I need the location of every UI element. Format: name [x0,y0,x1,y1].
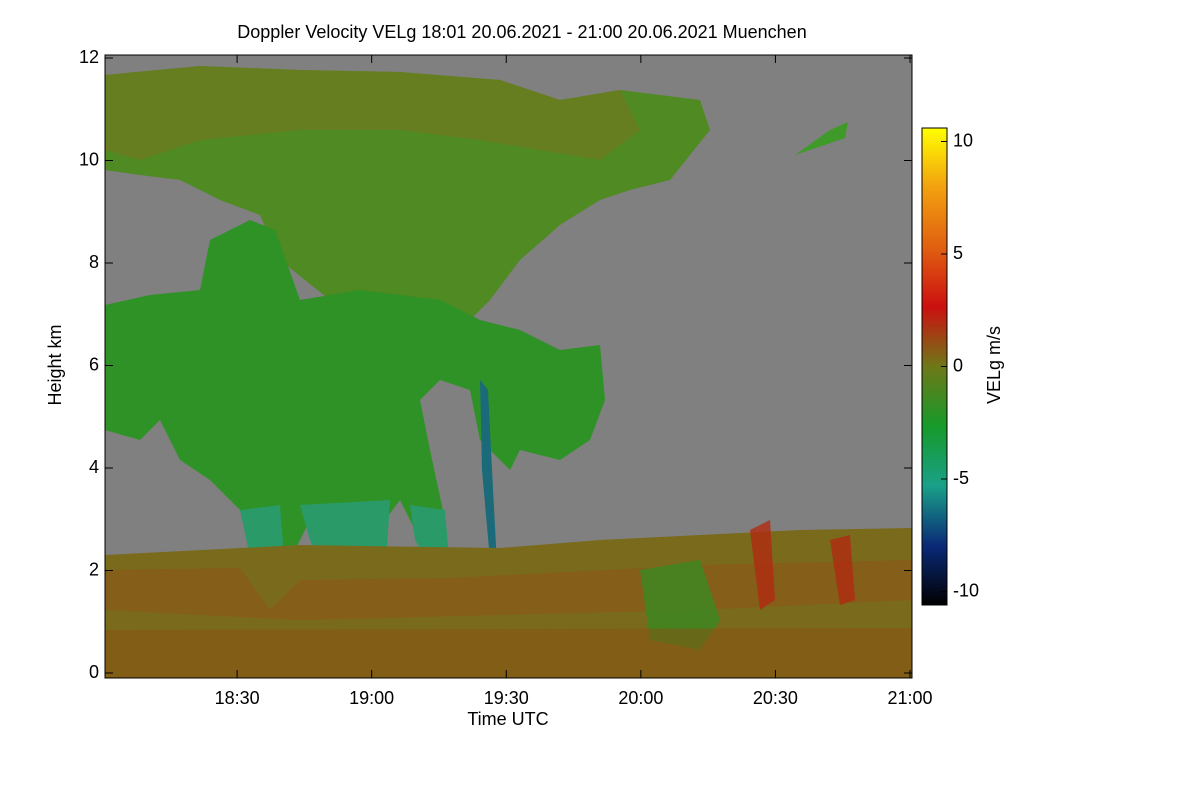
colorbar-tick-label: 0 [953,355,963,375]
chart-title: Doppler Velocity VELg 18:01 20.06.2021 -… [237,22,806,42]
y-tick-label: 6 [89,354,99,374]
plot-frame [104,54,913,679]
colorbar-tick-label: 5 [953,243,963,263]
echo-region [750,520,855,610]
echo-region [105,66,640,160]
echo-region [640,560,720,650]
echo-region [105,220,605,605]
echo-region [105,628,912,678]
x-tick-label: 20:00 [618,688,663,708]
y-tick-label: 12 [79,47,99,67]
echo-region [795,122,848,155]
x-tick-label: 21:00 [887,688,932,708]
x-tick-label: 20:30 [753,688,798,708]
y-tick-label: 10 [79,149,99,169]
x-tick-label: 19:00 [349,688,394,708]
x-axis-label: Time UTC [467,709,548,729]
x-tick-label: 18:30 [215,688,260,708]
colorbar-tick-label: -10 [953,580,979,600]
y-tick-label: 0 [89,662,99,682]
y-tick-label: 2 [89,559,99,579]
y-tick-label: 8 [89,252,99,272]
colorbar-label: VELg m/s [984,326,1004,404]
x-tick-label: 19:30 [484,688,529,708]
y-axis-label: Height km [45,324,65,405]
y-tick-label: 4 [89,457,99,477]
colorbar-tick-label: 10 [953,130,973,150]
echo-region [480,380,497,565]
radar-echo [105,66,912,678]
colorbar-tick-label: -5 [953,468,969,488]
